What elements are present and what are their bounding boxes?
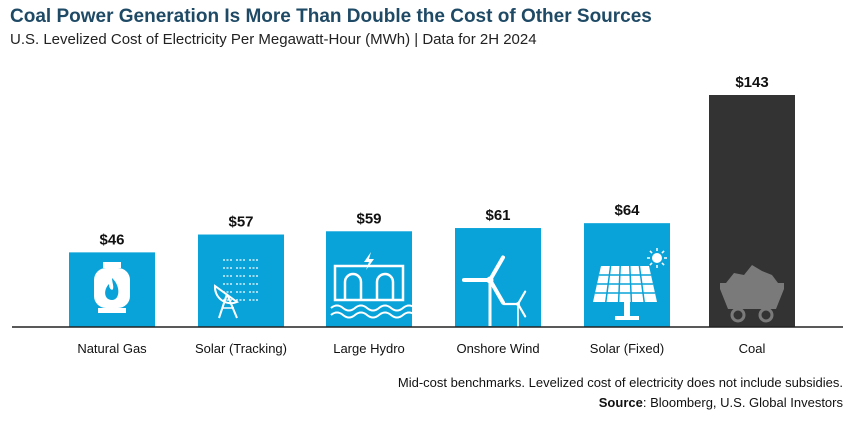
bar-group-5: $64 Solar (Fixed) (584, 202, 670, 356)
source-text: : Bloomberg, U.S. Global Investors (642, 395, 843, 410)
source-note: Source: Bloomberg, U.S. Global Investors (599, 395, 843, 410)
chart-title: Coal Power Generation Is More Than Doubl… (10, 6, 652, 27)
bar-4 (455, 228, 541, 327)
value-label-2: $57 (228, 214, 253, 231)
footnote: Mid-cost benchmarks. Levelized cost of e… (397, 375, 843, 390)
category-label-4: Onshore Wind (456, 341, 539, 356)
bar-group-3: $59 Large Hydro (326, 210, 416, 356)
bar-group-4: $61 Onshore Wind (455, 207, 541, 356)
chart-subtitle: U.S. Levelized Cost of Electricity Per M… (10, 31, 537, 48)
wind-turbine-icon (462, 255, 527, 330)
value-label-4: $61 (485, 207, 510, 224)
value-label-6: $143 (735, 74, 768, 91)
value-label-1: $46 (99, 231, 124, 248)
solar-panel-icon (593, 248, 667, 320)
bar-2 (198, 234, 284, 327)
gas-tank-icon (94, 262, 130, 313)
bar-chart: $46 Natural Gas $57 Solar (Tracking) $59 Larg… (12, 74, 843, 356)
bar-group-2: $57 Solar (Tracking) (195, 214, 287, 356)
solar-tracker-icon (213, 259, 258, 319)
category-label-2: Solar (Tracking) (195, 341, 287, 356)
category-label-6: Coal (739, 341, 766, 356)
value-label-5: $64 (614, 202, 640, 219)
bar-group-6: $143 Coal (709, 74, 795, 356)
coal-cart-icon (720, 265, 784, 323)
value-label-3: $59 (356, 210, 381, 227)
category-label-3: Large Hydro (333, 341, 405, 356)
category-label-1: Natural Gas (77, 341, 147, 356)
source-label: Source (598, 395, 643, 410)
hydro-dam-icon (330, 252, 416, 319)
category-label-5: Solar (Fixed) (590, 341, 664, 356)
bar-group-1: $46 Natural Gas (69, 231, 155, 356)
